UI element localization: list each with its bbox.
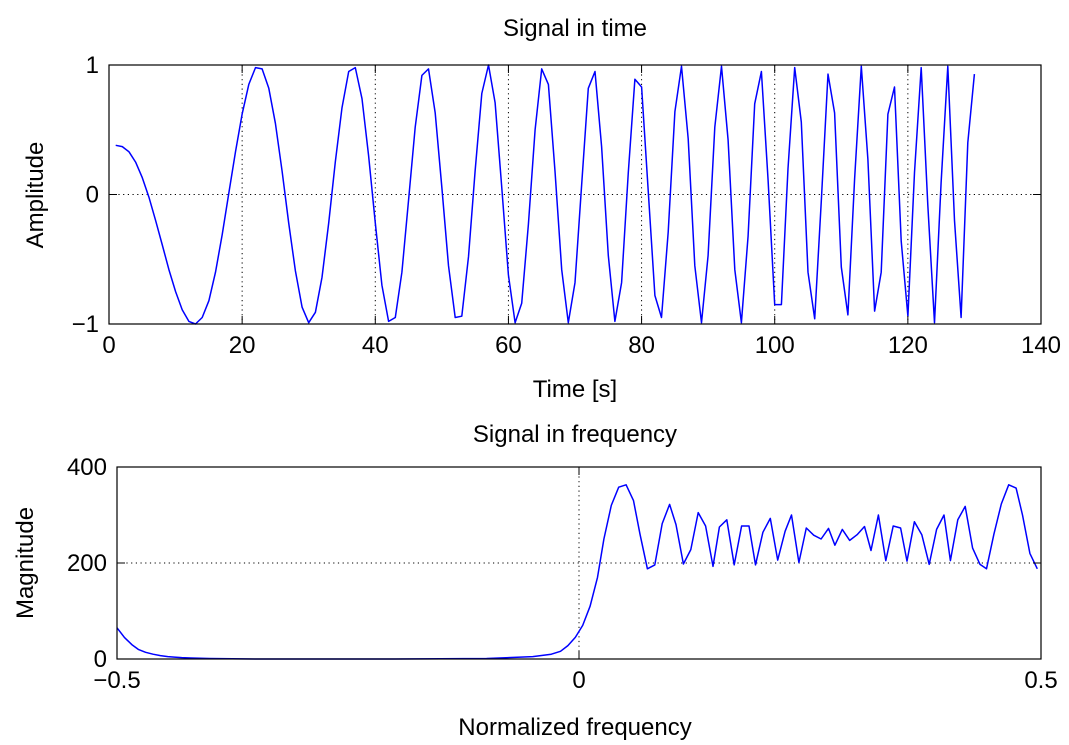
x-tick-label: −0.5 [93, 667, 140, 694]
time-plot-title: Signal in time [503, 15, 647, 42]
y-tick-label: 0 [86, 182, 99, 209]
y-tick-label: 200 [67, 550, 107, 577]
y-tick-label: 400 [67, 454, 107, 481]
magnitude-ylabel: Magnitude [12, 507, 39, 619]
y-tick-label: 0 [94, 646, 107, 673]
x-tick-label: 0.5 [1024, 667, 1057, 694]
x-tick-label: 60 [495, 332, 522, 359]
x-tick-label: 40 [362, 332, 389, 359]
time-xlabel: Time [s] [533, 376, 617, 403]
x-tick-label: 0 [572, 667, 585, 694]
time-domain-plot: 0 20 40 60 80 100 120 140−101 Signal in time Ti… [22, 15, 1061, 403]
x-tick-label: 0 [102, 332, 115, 359]
y-tick-label: −1 [72, 311, 99, 338]
grid [109, 65, 1041, 324]
x-tick-label: 80 [628, 332, 655, 359]
y-tick-label: 1 [86, 52, 99, 79]
x-tick-label: 140 [1021, 332, 1061, 359]
frequency-plot-title: Signal in frequency [473, 421, 677, 448]
grid [117, 467, 1041, 659]
x-tick-label: 20 [229, 332, 256, 359]
amplitude-ylabel: Amplitude [22, 142, 49, 249]
ticks: 0 20 40 60 80 100 120 140−101 [72, 52, 1061, 359]
time-signal-series [115, 64, 976, 325]
x-tick-label: 120 [888, 332, 928, 359]
frequency-xlabel: Normalized frequency [458, 714, 691, 741]
x-tick-label: 100 [755, 332, 795, 359]
